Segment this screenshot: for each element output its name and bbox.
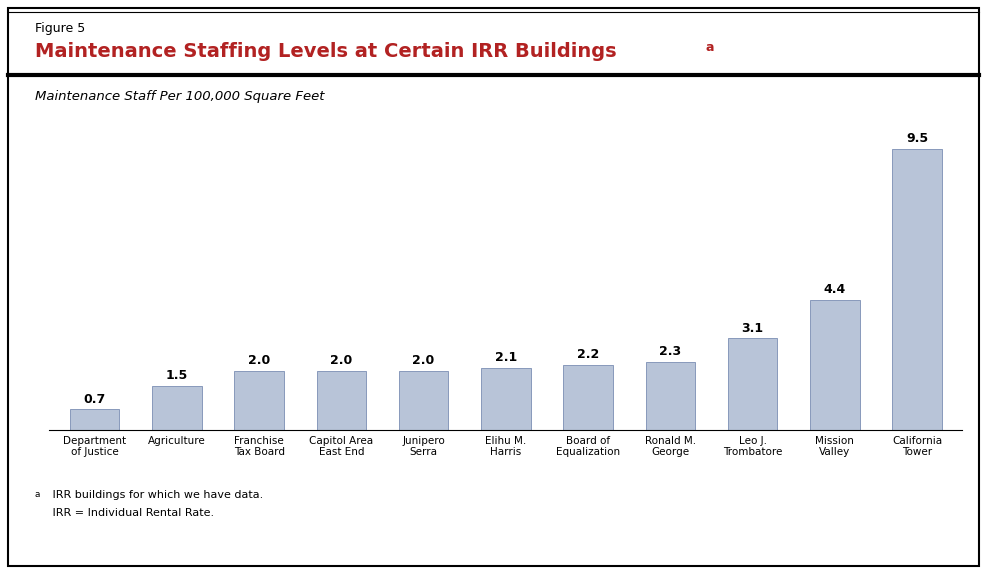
Text: a: a	[35, 490, 39, 499]
Text: 2.0: 2.0	[412, 354, 434, 367]
Text: 1.5: 1.5	[166, 369, 187, 382]
Text: 2.1: 2.1	[494, 351, 517, 364]
Bar	[727, 338, 776, 430]
Bar	[317, 371, 366, 430]
Text: 4.4: 4.4	[823, 283, 845, 296]
Bar	[70, 409, 119, 430]
Text: 2.2: 2.2	[577, 348, 599, 361]
Text: Maintenance Staffing Levels at Certain IRR Buildings: Maintenance Staffing Levels at Certain I…	[35, 42, 615, 61]
Text: a: a	[705, 41, 714, 54]
Text: 3.1: 3.1	[740, 321, 763, 335]
Bar	[563, 365, 612, 430]
Text: Figure 5: Figure 5	[35, 22, 85, 35]
Bar	[398, 371, 448, 430]
Text: Maintenance Staff Per 100,000 Square Feet: Maintenance Staff Per 100,000 Square Fee…	[35, 90, 323, 103]
Bar	[152, 386, 201, 430]
Text: 0.7: 0.7	[84, 393, 106, 406]
Text: 2.0: 2.0	[247, 354, 270, 367]
Bar	[810, 300, 859, 430]
Bar	[480, 368, 529, 430]
Text: IRR buildings for which we have data.: IRR buildings for which we have data.	[49, 490, 263, 500]
Text: IRR = Individual Rental Rate.: IRR = Individual Rental Rate.	[49, 508, 214, 518]
Text: 9.5: 9.5	[905, 132, 927, 145]
Text: 2.3: 2.3	[659, 346, 680, 358]
Bar	[234, 371, 284, 430]
Bar	[645, 362, 694, 430]
Bar	[891, 149, 941, 430]
Text: 2.0: 2.0	[330, 354, 352, 367]
